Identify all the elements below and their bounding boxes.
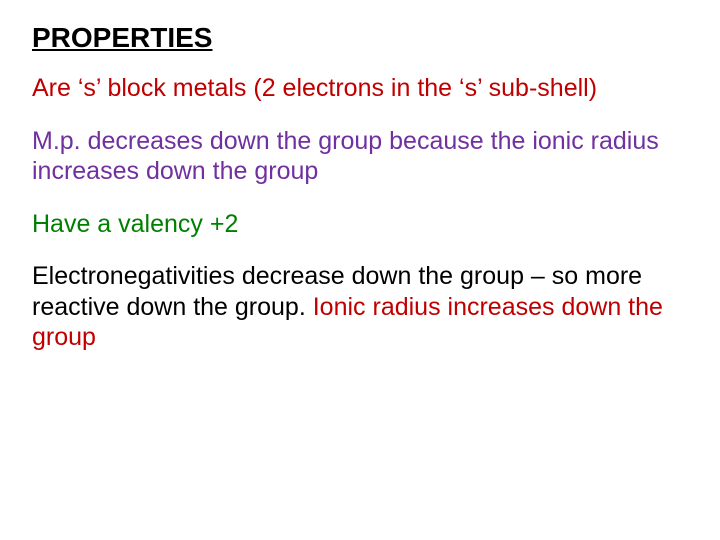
line-electronegativity: Electronegativities decrease down the gr… xyxy=(32,261,688,353)
slide: PROPERTIES Are ‘s’ block metals (2 elect… xyxy=(0,0,720,540)
line-melting-point: M.p. decreases down the group because th… xyxy=(32,126,688,187)
line-valency: Have a valency +2 xyxy=(32,209,688,240)
properties-heading: PROPERTIES xyxy=(32,20,688,55)
line-s-block: Are ‘s’ block metals (2 electrons in the… xyxy=(32,73,688,104)
